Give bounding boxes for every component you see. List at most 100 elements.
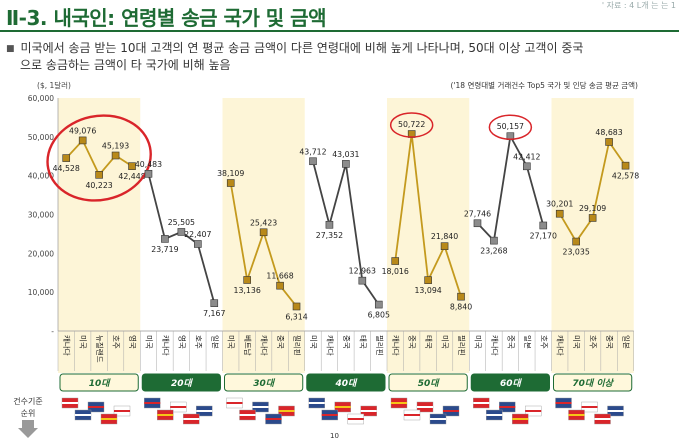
highlight-circle bbox=[389, 112, 434, 138]
country-label: 태국 bbox=[424, 335, 433, 349]
age-group-label: 20대 bbox=[171, 378, 194, 389]
age-group-tab bbox=[141, 373, 221, 392]
data-point bbox=[78, 136, 87, 145]
country-flag bbox=[157, 409, 174, 421]
country-label: 필리핀 bbox=[457, 335, 467, 356]
group-shade bbox=[58, 98, 141, 373]
data-label: 45,193 bbox=[102, 142, 129, 151]
data-label: 42,578 bbox=[612, 172, 639, 181]
country-label: 베트남 bbox=[243, 335, 252, 356]
data-label: 43,031 bbox=[332, 150, 359, 159]
data-point bbox=[605, 138, 613, 146]
age-group-label: 30대 bbox=[253, 378, 276, 389]
country-label: 일본 bbox=[523, 335, 532, 349]
data-label: 42,412 bbox=[513, 152, 540, 161]
data-label: 6,805 bbox=[368, 311, 390, 320]
group-shade bbox=[551, 98, 634, 373]
country-label: 일본 bbox=[210, 335, 219, 349]
data-point bbox=[309, 157, 317, 166]
data-point bbox=[177, 228, 186, 236]
data-point bbox=[342, 160, 350, 168]
country-label: 중국 bbox=[342, 335, 351, 349]
country-label: 뉴질랜드 bbox=[95, 335, 105, 363]
country-label: 캐나다 bbox=[62, 335, 71, 356]
country-flag bbox=[226, 397, 243, 409]
data-point bbox=[210, 299, 219, 307]
country-label: 중국 bbox=[506, 335, 515, 349]
country-flag bbox=[100, 413, 118, 425]
data-point bbox=[194, 240, 202, 248]
country-flag bbox=[74, 409, 92, 421]
data-label: 42,448 bbox=[118, 172, 145, 181]
country-label: 태국 bbox=[358, 335, 367, 349]
country-flag bbox=[170, 401, 187, 413]
country-label: 영국 bbox=[128, 335, 138, 349]
country-flag bbox=[581, 401, 598, 413]
data-label: 50,722 bbox=[398, 120, 425, 129]
country-label: 필리핀 bbox=[293, 335, 303, 356]
age-group-tab bbox=[59, 373, 139, 392]
age-group-tab bbox=[388, 373, 468, 392]
country-flag bbox=[239, 409, 256, 421]
country-label: 호주 bbox=[539, 335, 548, 349]
country-label: 캐나다 bbox=[260, 335, 269, 356]
data-label: 21,840 bbox=[431, 232, 458, 241]
y-tick-label: 20,000 bbox=[28, 249, 54, 258]
country-label: 미국 bbox=[309, 335, 318, 349]
country-flag bbox=[499, 401, 516, 413]
data-point bbox=[358, 276, 367, 285]
y-tick-label: 50,000 bbox=[28, 133, 54, 142]
country-label: 미국 bbox=[572, 335, 581, 349]
country-label: 중국 bbox=[276, 335, 285, 349]
data-label: 43,712 bbox=[299, 147, 326, 156]
country-flag bbox=[113, 405, 131, 417]
country-flag bbox=[525, 405, 542, 417]
data-label: 30,201 bbox=[546, 200, 573, 209]
country-flag bbox=[252, 401, 269, 413]
data-label: 50,157 bbox=[497, 122, 524, 131]
country-flag bbox=[196, 405, 213, 417]
data-label: 49,076 bbox=[69, 126, 96, 135]
country-flag bbox=[390, 397, 408, 409]
age-group-tab bbox=[224, 373, 304, 392]
country-flag bbox=[512, 413, 529, 425]
age-group-tab bbox=[553, 373, 633, 392]
data-point bbox=[243, 276, 251, 284]
data-point bbox=[95, 171, 103, 179]
country-flag bbox=[473, 397, 490, 409]
data-label: 8,840 bbox=[450, 303, 472, 312]
data-point bbox=[440, 242, 449, 250]
data-point bbox=[62, 154, 71, 162]
country-label: 중국 bbox=[605, 335, 614, 349]
bullet-square-icon: ■ bbox=[6, 44, 15, 54]
data-label: 48,683 bbox=[595, 128, 622, 137]
rank-label: 건수기준 bbox=[13, 396, 42, 406]
chart-note: ('18 연령대별 거래건수 Top5 국가 및 인당 송금 평균 금액) bbox=[451, 80, 639, 90]
country-flag bbox=[61, 397, 79, 409]
data-label: 13,094 bbox=[414, 286, 441, 295]
age-group-label: 70대 이상 bbox=[572, 378, 614, 389]
data-point bbox=[259, 228, 268, 237]
country-flag bbox=[594, 413, 611, 425]
country-label: 미국 bbox=[473, 335, 482, 349]
country-flag bbox=[334, 401, 351, 413]
country-flag bbox=[87, 401, 105, 413]
y-tick-label: 30,000 bbox=[28, 211, 54, 220]
country-flag bbox=[568, 409, 585, 421]
data-point bbox=[588, 214, 597, 222]
top-right-caption: ' 자료 : 4 L개 는 는 1 bbox=[602, 0, 676, 10]
data-label: 25,505 bbox=[168, 218, 195, 227]
data-label: 27,352 bbox=[316, 231, 343, 240]
data-point bbox=[523, 162, 531, 171]
summary-text: ■ 미국에서 송금 받는 10대 고객의 연 평균 송금 금액이 다른 연령대에 … bbox=[6, 40, 666, 73]
data-point bbox=[374, 300, 383, 309]
data-point bbox=[572, 237, 580, 246]
country-label: 미국 bbox=[144, 335, 153, 349]
data-label: 25,423 bbox=[250, 218, 277, 227]
data-label: 6,314 bbox=[285, 312, 307, 321]
country-label: 캐나다 bbox=[490, 335, 499, 356]
data-point bbox=[424, 276, 432, 284]
country-flag bbox=[308, 397, 325, 409]
country-label: 캐나다 bbox=[556, 335, 565, 356]
data-label: 40,483 bbox=[135, 160, 162, 169]
